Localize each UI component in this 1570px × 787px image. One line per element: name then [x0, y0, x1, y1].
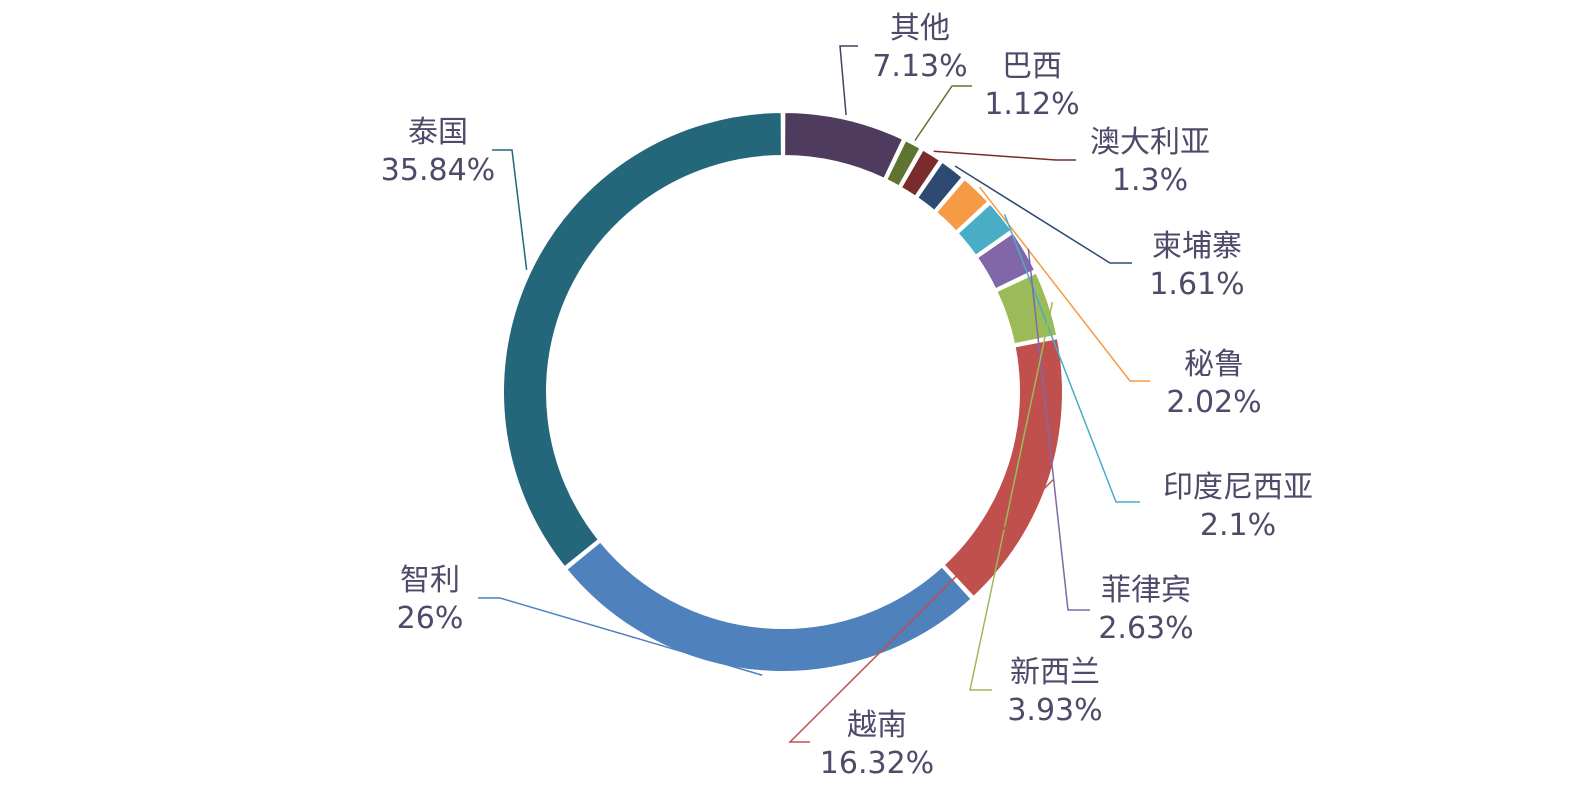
- slice-10: [502, 110, 783, 569]
- slice-5: [956, 202, 1014, 258]
- slice-8: [942, 336, 1064, 599]
- slice-name-label-2: 澳大利亚: [1090, 125, 1210, 160]
- slice-4: [934, 177, 990, 233]
- leader-line-8: [788, 479, 1054, 743]
- slices-layer: [502, 110, 1064, 673]
- slice-name-label-9: 智利: [400, 563, 460, 598]
- slice-value-label-3: 1.61%: [1149, 267, 1244, 302]
- leader-line-0: [839, 45, 858, 116]
- slice-value-label-0: 7.13%: [872, 49, 967, 84]
- slice-name-label-6: 菲律宾: [1101, 573, 1191, 608]
- leader-line-4: [979, 186, 1150, 382]
- slice-value-label-8: 16.32%: [820, 746, 934, 781]
- slice-value-label-5: 2.1%: [1200, 508, 1276, 543]
- leader-lines-layer: [478, 45, 1150, 743]
- slice-2: [899, 148, 942, 198]
- slice-name-label-4: 秘鲁: [1184, 347, 1244, 382]
- slice-name-label-10: 泰国: [408, 115, 468, 150]
- slice-value-label-4: 2.02%: [1166, 385, 1261, 420]
- slice-value-label-9: 26%: [397, 601, 464, 636]
- slice-7: [995, 271, 1059, 346]
- leader-line-9: [478, 597, 763, 676]
- slice-value-label-10: 35.84%: [381, 153, 495, 188]
- slice-0: [783, 110, 905, 181]
- slice-9: [564, 540, 974, 673]
- leader-line-7: [969, 301, 1054, 691]
- slice-value-label-7: 3.93%: [1007, 693, 1102, 728]
- leader-line-5: [1003, 213, 1140, 503]
- leader-line-3: [954, 165, 1132, 264]
- slice-name-label-1: 巴西: [1002, 49, 1062, 84]
- slice-value-label-6: 2.63%: [1098, 611, 1193, 646]
- slice-name-label-5: 印度尼西亚: [1163, 470, 1313, 505]
- slice-name-label-0: 其他: [890, 11, 950, 46]
- leader-line-1: [914, 85, 972, 141]
- leader-line-10: [492, 149, 528, 270]
- slice-name-label-8: 越南: [847, 708, 907, 743]
- leader-line-6: [1027, 248, 1090, 611]
- slice-value-label-1: 1.12%: [984, 87, 1079, 122]
- leader-line-2: [933, 150, 1076, 161]
- slice-3: [915, 160, 965, 213]
- slice-1: [884, 138, 922, 188]
- slice-value-label-2: 1.3%: [1112, 163, 1188, 198]
- slice-name-label-3: 柬埔寨: [1152, 229, 1242, 264]
- slice-6: [975, 231, 1037, 291]
- slice-name-label-7: 新西兰: [1010, 655, 1100, 690]
